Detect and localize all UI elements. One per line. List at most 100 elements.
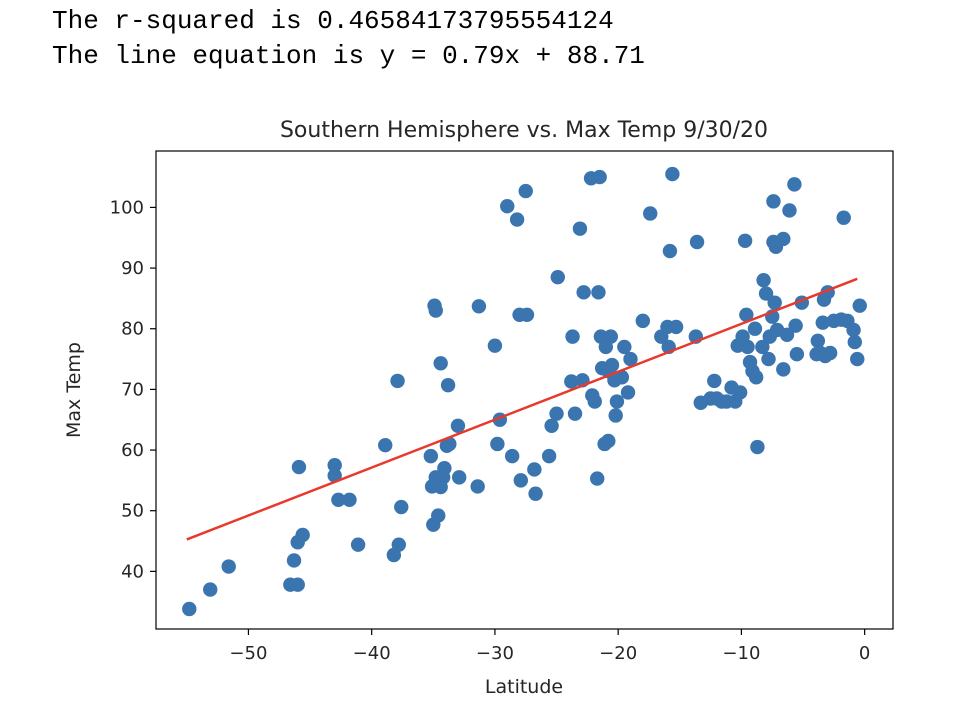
scatter-point: [758, 286, 774, 301]
scatter-point: [761, 351, 776, 367]
regression-line: [186, 277, 858, 541]
scatter-point: [390, 373, 405, 389]
scatter-point: [789, 347, 805, 362]
scatter-point: [755, 339, 770, 355]
scatter-point: [440, 377, 456, 393]
scatter-point: [810, 333, 826, 349]
scatter-point: [776, 362, 791, 377]
scatter-point: [592, 169, 607, 185]
scatter-point: [665, 166, 680, 182]
scatter-point: [378, 438, 393, 453]
scatter-point: [471, 299, 487, 314]
plot-frame: [155, 150, 894, 630]
scatter-point: [776, 231, 791, 247]
scatter-point: [519, 307, 535, 322]
scatter-point: [750, 439, 765, 455]
scatter-point: [739, 307, 754, 322]
scatter-point: [327, 468, 342, 483]
scatter-point: [707, 373, 722, 389]
x-tick-label: −30: [476, 643, 514, 664]
scatter-point: [428, 303, 443, 318]
scatter-point: [643, 206, 658, 221]
y-tick-label: 100: [110, 197, 144, 218]
scatter-point: [394, 499, 409, 515]
scatter-point: [608, 408, 623, 423]
scatter-point: [221, 559, 236, 574]
scatter-point: [470, 479, 485, 494]
x-tick-label: −40: [353, 643, 391, 664]
scatter-point: [487, 338, 503, 353]
scatter-point: [779, 327, 795, 342]
scatter-point: [815, 315, 830, 330]
regression-line-group: [186, 277, 858, 541]
x-tick-label: −50: [229, 643, 267, 664]
scatter-point: [748, 370, 764, 385]
scatter-point: [500, 199, 515, 214]
scatter-point: [490, 436, 505, 452]
scatter-point: [617, 339, 632, 355]
scatter-point: [423, 448, 439, 464]
scatter-point: [767, 295, 782, 310]
scatter-point: [788, 318, 803, 333]
line-equation-line: The line equation is y = 0.79x + 88.71: [52, 41, 645, 71]
x-tick-label: 0: [859, 643, 870, 664]
scatter-point: [295, 527, 310, 543]
scatter-point: [603, 329, 618, 344]
scatter-point: [572, 221, 588, 236]
scatter-point: [518, 183, 533, 199]
scatter-point: [587, 394, 602, 409]
scatter-point: [787, 177, 802, 192]
scatter-point: [604, 357, 620, 373]
scatter-point: [565, 329, 580, 344]
scatter-point: [662, 243, 678, 259]
scatter-point: [549, 406, 564, 421]
scatter-point: [331, 492, 346, 507]
scatter-point: [623, 351, 638, 367]
scatter-point: [852, 298, 867, 313]
console-output: The r-squared is 0.46584173795554124 The …: [52, 4, 645, 74]
scatter-point: [286, 553, 302, 568]
scatter-point: [590, 471, 605, 486]
r-squared-line: The r-squared is 0.46584173795554124: [52, 6, 614, 36]
scatter-point: [836, 210, 851, 225]
scatter-point: [327, 458, 342, 473]
scatter-points: [182, 166, 867, 617]
y-tick-label: 80: [121, 319, 144, 340]
scatter-point: [614, 370, 630, 385]
scatter-point: [846, 322, 861, 338]
scatter-point: [591, 285, 606, 300]
scatter-point: [732, 385, 748, 400]
scatter-point: [635, 313, 651, 329]
scatter-point: [550, 269, 565, 285]
scatter-point: [437, 461, 452, 476]
scatter-point: [451, 470, 467, 485]
scatter-point: [504, 448, 520, 464]
scatter-point: [391, 537, 406, 552]
y-tick-label: 90: [121, 258, 144, 279]
y-tick-label: 50: [121, 501, 144, 522]
scatter-point: [609, 394, 625, 409]
scatter-point: [350, 537, 366, 552]
scatter-point: [203, 582, 218, 597]
scatter-point: [689, 234, 705, 250]
y-axis: 40 50 60 70 80 90 100: [110, 197, 156, 582]
y-tick-label: 40: [121, 561, 144, 582]
x-tick-label: −10: [722, 643, 760, 664]
scatter-point: [668, 319, 684, 335]
scatter-point: [601, 433, 616, 449]
scatter-point: [509, 212, 525, 227]
scatter-point: [442, 436, 457, 452]
y-axis-label: Max Temp: [63, 342, 85, 438]
chart-title: Southern Hemisphere vs. Max Temp 9/30/20: [280, 118, 768, 143]
scatter-point: [782, 203, 797, 218]
scatter-point: [433, 356, 448, 371]
y-tick-label: 70: [121, 379, 144, 400]
scatter-point: [450, 418, 466, 433]
scatter-point: [847, 334, 862, 350]
scatter-point: [737, 233, 753, 248]
scatter-point: [850, 351, 865, 367]
scatter-point: [576, 285, 591, 300]
x-axis: −50 −40 −30 −20 −10 0: [229, 629, 870, 664]
scatter-point: [740, 339, 755, 355]
